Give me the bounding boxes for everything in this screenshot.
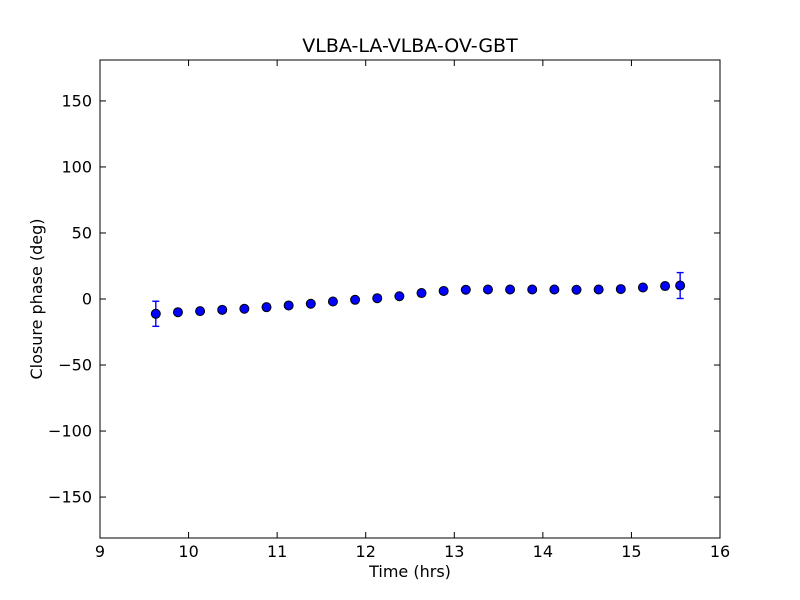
data-point [505,284,516,295]
data-point [527,284,538,295]
y-tick-label: 50 [72,223,92,242]
data-point [593,284,604,295]
data-point [675,280,686,291]
data-point [305,298,316,309]
data-point [615,284,626,295]
data-point [438,285,449,296]
x-tick-label: 10 [178,542,198,561]
x-tick-label: 16 [710,542,730,561]
data-point [239,303,250,314]
data-point [372,293,383,304]
data-point [482,284,493,295]
data-point [637,282,648,293]
data-point [460,284,471,295]
y-tick-label: −50 [58,356,92,375]
x-axis-label: Time (hrs) [368,562,451,581]
x-tick-label: 14 [533,542,553,561]
x-tick-label: 9 [95,542,105,561]
y-tick-label: −100 [48,422,92,441]
y-axis-label: Closure phase (deg) [27,218,46,379]
data-point [172,307,183,318]
y-tick-label: 0 [82,290,92,309]
y-tick-label: 150 [61,91,92,110]
x-tick-label: 12 [356,542,376,561]
y-tick-label: −150 [48,488,92,507]
data-point [660,281,671,292]
data-point [549,284,560,295]
data-point [195,306,206,317]
x-tick-label: 15 [621,542,641,561]
y-tick-label: 100 [61,157,92,176]
x-tick-label: 13 [444,542,464,561]
data-point [217,304,228,315]
data-point [571,284,582,295]
data-point [150,308,161,319]
plot-area: 9 10 11 12 13 14 15 16 −150 −100 −50 0 50 100 150 [48,60,730,561]
x-tick-label: 11 [267,542,287,561]
data-point [350,294,361,305]
data-point [261,302,272,313]
data-point [394,291,405,302]
data-point [416,288,427,299]
plot-frame [99,59,721,539]
data-point [327,296,338,307]
chart-title: VLBA-LA-VLBA-OV-GBT [302,35,518,57]
data-point [283,300,294,311]
